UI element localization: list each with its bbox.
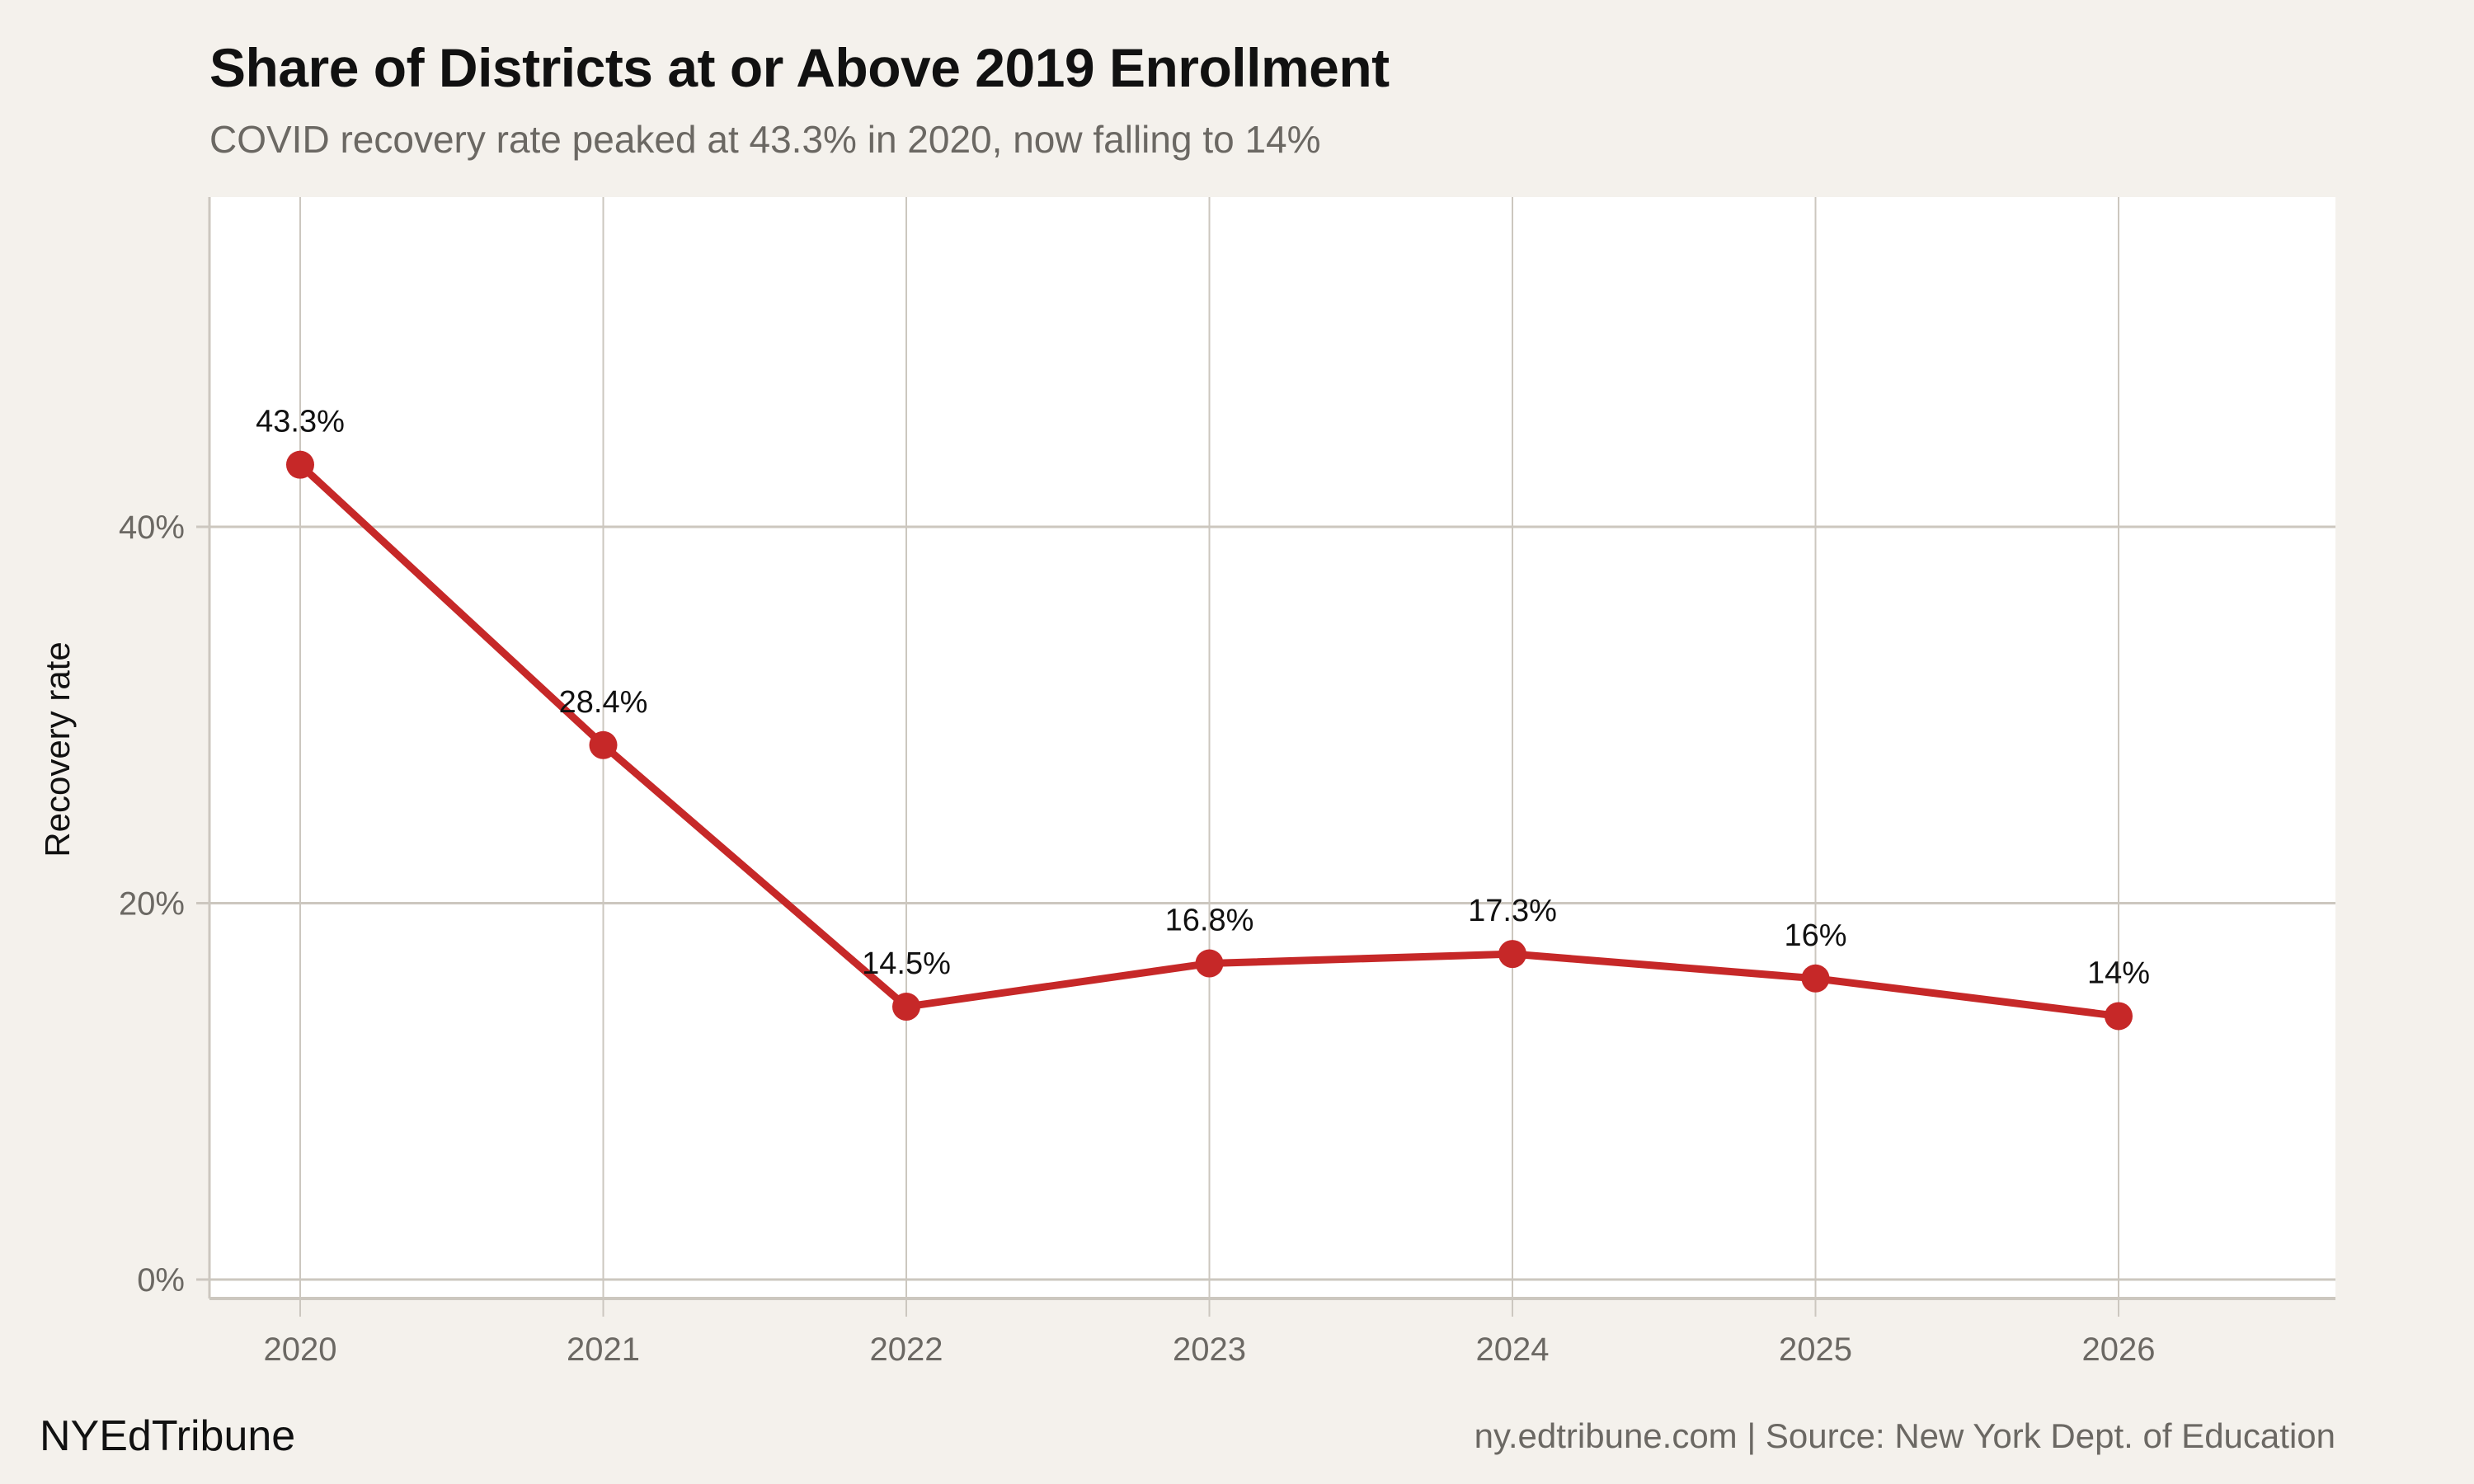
x-tick-label: 2022 [870,1331,943,1368]
data-label: 16% [1784,918,1846,953]
y-tick-label: 20% [119,886,185,923]
data-label: 43.3% [256,405,345,439]
y-tick-label: 0% [137,1262,185,1298]
chart-title: Share of Districts at or Above 2019 Enro… [209,37,1390,98]
x-tick-label: 2023 [1173,1331,1246,1368]
x-tick-label: 2024 [1476,1331,1550,1368]
data-label: 16.8% [1165,904,1254,938]
chart-subtitle: COVID recovery rate peaked at 43.3% in 2… [209,118,1321,161]
data-label: 14.5% [862,946,951,981]
data-point [1801,964,1830,993]
data-point [1498,940,1526,969]
data-point [286,450,314,479]
data-point [892,993,920,1021]
x-tick-label: 2025 [1779,1331,1852,1368]
x-tick-label: 2021 [567,1331,640,1368]
plot-panel [209,197,2335,1298]
data-point [589,730,618,759]
data-point [2105,1002,2133,1031]
data-label: 28.4% [559,685,648,720]
y-tick-label: 40% [119,510,185,546]
data-point [1195,949,1224,978]
x-tick-label: 2020 [264,1331,337,1368]
data-label: 17.3% [1468,894,1557,928]
y-axis-title: Recovery rate [38,641,77,857]
data-label: 14% [2087,956,2150,990]
x-tick-label: 2026 [2082,1331,2156,1368]
source-note: ny.edtribune.com | Source: New York Dept… [1474,1416,2335,1455]
brand-logo-text: NYEdTribune [40,1412,296,1460]
